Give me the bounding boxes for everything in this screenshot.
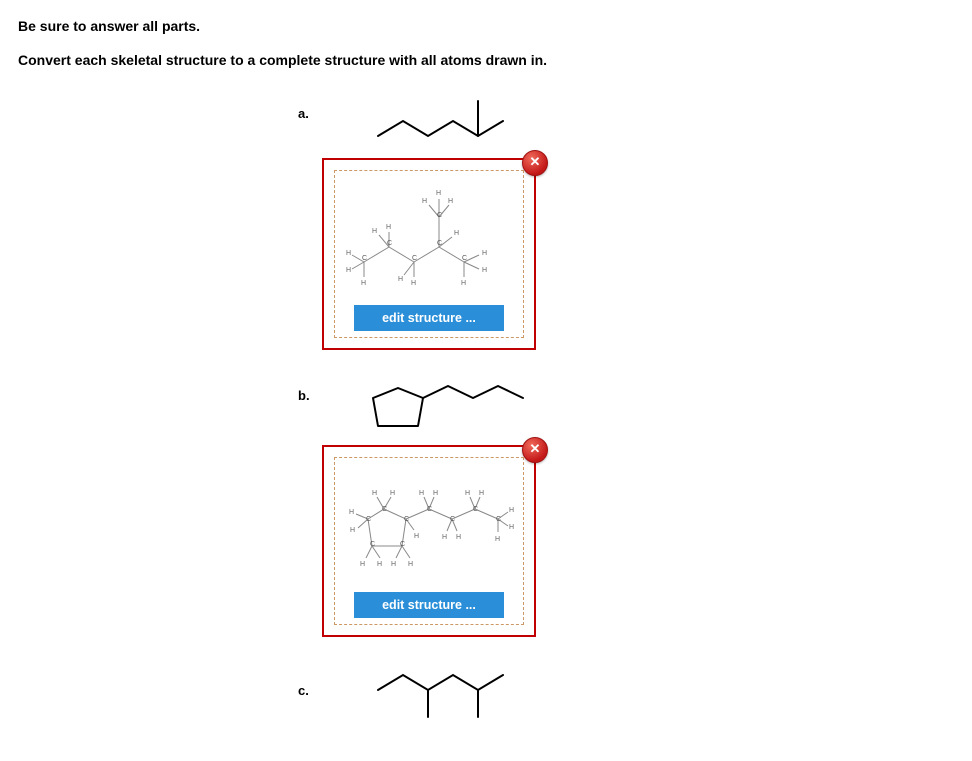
svg-text:H: H xyxy=(482,250,487,257)
full-structure-b: H H H H H H H H H H H H H H H H H H C C C C C C C C C xyxy=(344,464,514,584)
problems-column: a. ✕ xyxy=(318,86,578,725)
svg-text:H: H xyxy=(349,509,354,516)
svg-text:H: H xyxy=(391,561,396,568)
answer-box-b: ✕ xyxy=(322,445,536,637)
problem-b: b. ✕ xyxy=(318,368,578,637)
svg-text:H: H xyxy=(509,507,514,514)
svg-text:H: H xyxy=(419,490,424,497)
svg-text:H: H xyxy=(422,198,427,205)
svg-text:H: H xyxy=(346,250,351,257)
svg-text:H: H xyxy=(436,190,441,197)
svg-text:H: H xyxy=(411,280,416,287)
skeletal-structure-a xyxy=(368,86,528,146)
svg-text:H: H xyxy=(465,490,470,497)
part-label-a: a. xyxy=(298,106,309,121)
svg-text:C: C xyxy=(387,240,392,247)
svg-text:H: H xyxy=(454,230,459,237)
svg-text:H: H xyxy=(461,280,466,287)
answer-inner-b: H H H H H H H H H H H H H H H H H H C C C C C C C C C xyxy=(334,457,524,625)
svg-text:C: C xyxy=(473,506,478,513)
svg-text:C: C xyxy=(437,212,442,219)
edit-structure-button[interactable]: edit structure ... xyxy=(354,305,504,331)
svg-text:H: H xyxy=(398,276,403,283)
svg-text:C: C xyxy=(382,506,387,513)
svg-text:H: H xyxy=(433,490,438,497)
svg-text:H: H xyxy=(495,536,500,543)
svg-text:H: H xyxy=(361,280,366,287)
svg-text:C: C xyxy=(400,541,405,548)
svg-text:C: C xyxy=(496,516,501,523)
svg-text:C: C xyxy=(412,255,417,262)
svg-text:C: C xyxy=(450,516,455,523)
edit-structure-button[interactable]: edit structure ... xyxy=(354,592,504,618)
svg-text:H: H xyxy=(350,527,355,534)
svg-text:H: H xyxy=(414,533,419,540)
svg-text:C: C xyxy=(404,516,409,523)
skeletal-structure-b xyxy=(358,368,538,433)
svg-text:C: C xyxy=(437,240,442,247)
svg-text:C: C xyxy=(427,506,432,513)
svg-text:H: H xyxy=(482,267,487,274)
part-label-c: c. xyxy=(298,683,309,698)
svg-text:H: H xyxy=(442,534,447,541)
svg-text:C: C xyxy=(362,255,367,262)
svg-text:C: C xyxy=(370,541,375,548)
incorrect-badge-icon: ✕ xyxy=(522,150,548,176)
svg-text:C: C xyxy=(462,255,467,262)
svg-text:H: H xyxy=(346,267,351,274)
svg-text:H: H xyxy=(372,490,377,497)
problem-a: a. ✕ xyxy=(318,86,578,350)
svg-text:H: H xyxy=(377,561,382,568)
answer-box-a: ✕ xyxy=(322,158,536,350)
svg-text:C: C xyxy=(366,516,371,523)
part-label-b: b. xyxy=(298,388,310,403)
svg-text:H: H xyxy=(479,490,484,497)
svg-text:H: H xyxy=(386,224,391,231)
svg-text:H: H xyxy=(456,534,461,541)
intro-line-2: Convert each skeletal structure to a com… xyxy=(18,52,954,68)
answer-inner-a: CC CC CC HHH HH HH H HHH HHH edit struct… xyxy=(334,170,524,338)
intro-line-1: Be sure to answer all parts. xyxy=(18,18,954,34)
incorrect-badge-icon: ✕ xyxy=(522,437,548,463)
svg-text:H: H xyxy=(390,490,395,497)
svg-text:H: H xyxy=(448,198,453,205)
svg-text:H: H xyxy=(408,561,413,568)
svg-text:H: H xyxy=(372,228,377,235)
svg-text:H: H xyxy=(509,524,514,531)
svg-text:H: H xyxy=(360,561,365,568)
full-structure-a: CC CC CC HHH HH HH H HHH HHH xyxy=(344,177,514,297)
